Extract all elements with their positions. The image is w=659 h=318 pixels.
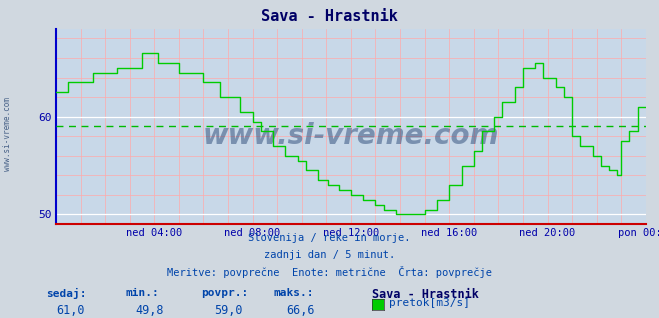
Text: min.:: min.:: [125, 288, 159, 298]
Text: Meritve: povprečne  Enote: metrične  Črta: povprečje: Meritve: povprečne Enote: metrične Črta:…: [167, 266, 492, 278]
Text: povpr.:: povpr.:: [201, 288, 248, 298]
Text: 61,0: 61,0: [56, 304, 84, 317]
Text: zadnji dan / 5 minut.: zadnji dan / 5 minut.: [264, 250, 395, 259]
Text: www.si-vreme.com: www.si-vreme.com: [203, 122, 499, 150]
Text: 59,0: 59,0: [214, 304, 243, 317]
Text: pretok[m3/s]: pretok[m3/s]: [389, 298, 470, 308]
Text: 66,6: 66,6: [287, 304, 315, 317]
Text: maks.:: maks.:: [273, 288, 314, 298]
Text: www.si-vreme.com: www.si-vreme.com: [3, 97, 13, 170]
Text: Sava - Hrastnik: Sava - Hrastnik: [372, 288, 479, 301]
Text: 49,8: 49,8: [135, 304, 163, 317]
Text: Sava - Hrastnik: Sava - Hrastnik: [261, 9, 398, 24]
Text: Slovenija / reke in morje.: Slovenija / reke in morje.: [248, 233, 411, 243]
Text: sedaj:: sedaj:: [46, 288, 86, 299]
